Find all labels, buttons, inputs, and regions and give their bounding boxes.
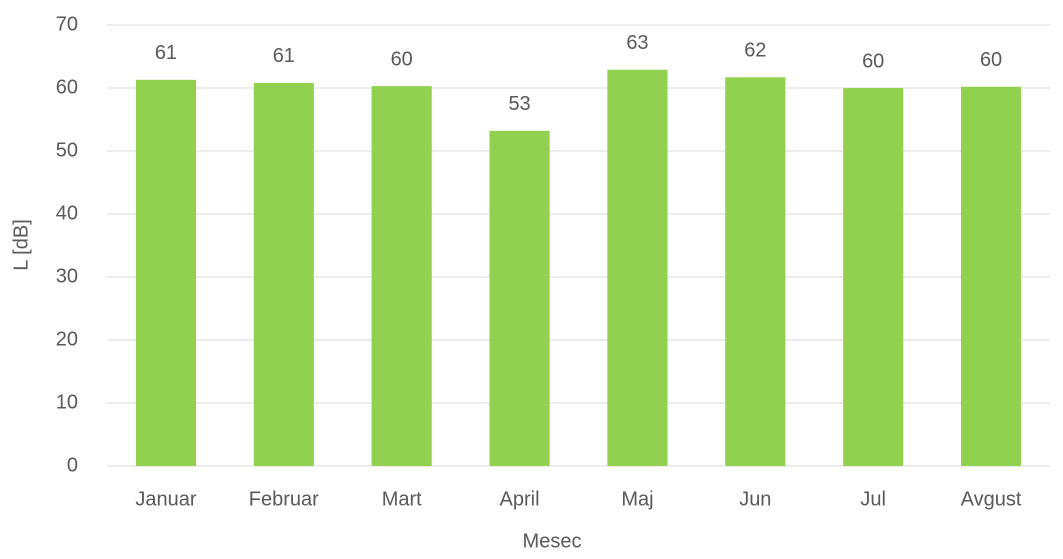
data-label: 53	[508, 93, 530, 115]
bar	[961, 86, 1022, 467]
x-tick-label: Jul	[860, 488, 886, 510]
y-axis-label: L [dB]	[10, 219, 32, 271]
bar	[135, 79, 196, 466]
x-tick-label: April	[500, 488, 540, 510]
y-tick-label: 50	[56, 139, 78, 161]
data-label: 61	[273, 45, 295, 67]
data-label: 61	[155, 42, 177, 64]
y-tick-label: 20	[56, 328, 78, 350]
y-tick-label: 70	[56, 13, 78, 35]
x-tick-label: Februar	[249, 488, 319, 510]
y-tick-label: 30	[56, 265, 78, 287]
bar	[843, 88, 904, 466]
bar	[725, 77, 786, 466]
x-tick-label: Januar	[135, 488, 196, 510]
x-tick-label: Jun	[739, 488, 771, 510]
bar	[371, 86, 432, 467]
x-tick-label: Avgust	[961, 488, 1022, 510]
y-tick-label: 60	[56, 76, 78, 98]
data-label: 63	[626, 32, 648, 54]
x-axis-label: Mesec	[523, 530, 582, 552]
x-tick-label: Maj	[621, 488, 653, 510]
y-tick-label: 40	[56, 202, 78, 224]
bar	[489, 130, 550, 466]
data-label: 62	[744, 40, 766, 62]
y-tick-label: 10	[56, 391, 78, 413]
bar	[253, 82, 314, 467]
data-label: 60	[391, 48, 413, 70]
data-label: 60	[980, 49, 1002, 71]
bar	[607, 69, 668, 466]
x-tick-label: Mart	[382, 488, 422, 510]
y-tick-label: 0	[67, 454, 78, 476]
data-label: 60	[862, 50, 884, 72]
